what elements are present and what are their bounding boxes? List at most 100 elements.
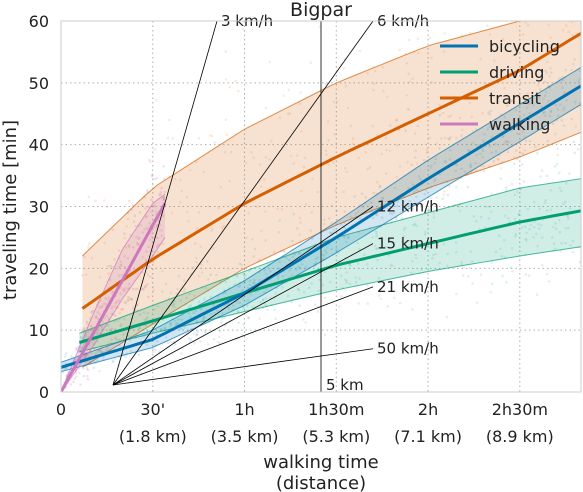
scatter-point-walking [143,228,146,231]
scatter-point-driving [393,186,397,190]
scatter-point-driving [291,274,294,277]
scatter-point-driving [497,234,501,237]
scatter-point-driving [454,241,458,244]
scatter-point-walking [114,336,117,340]
scatter-point-transit [113,304,117,308]
scatter-point-transit [324,149,328,153]
scatter-point-transit [252,156,255,159]
scatter-point-bicycling [395,204,399,208]
scatter-point-driving [558,230,562,234]
scatter-point-bicycling [370,201,373,204]
scatter-point-transit [119,286,123,290]
scatter-point-transit [468,6,471,9]
scatter-point-driving [99,350,103,353]
scatter-point-driving [296,287,300,291]
scatter-point-transit [442,50,446,53]
scatter-point-transit [182,371,185,375]
scatter-point-bicycling [209,312,213,316]
scatter-point-driving [442,242,446,246]
scatter-point-bicycling [221,312,224,315]
scatter-point-driving [407,280,410,284]
scatter-point-walking [155,176,159,180]
scatter-point-walking [158,193,161,196]
scatter-point-walking [154,212,158,216]
scatter-point-walking [90,311,93,314]
speed-line [112,243,374,386]
scatter-point-walking [151,174,154,178]
scatter-point-driving [295,268,298,272]
distance-5km-label: 5 km [326,376,364,394]
scatter-point-bicycling [524,139,528,143]
scatter-point-bicycling [444,160,448,164]
scatter-point-transit [260,185,263,188]
scatter-point-driving [415,224,418,228]
scatter-point-driving [404,206,407,210]
scatter-point-driving [568,207,572,210]
scatter-point-transit [258,163,262,166]
scatter-point-driving [384,246,388,249]
scatter-point-bicycling [363,253,366,256]
scatter-point-driving [524,238,527,241]
scatter-point-driving [573,151,577,155]
scatter-point-transit [559,7,562,10]
scatter-point-driving [489,290,493,294]
scatter-point-walking [162,199,166,202]
scatter-point-driving [356,241,359,245]
scatter-point-transit [216,340,220,344]
scatter-point-transit [244,161,248,165]
scatter-point-transit [436,243,440,247]
scatter-point-bicycling [521,152,525,155]
scatter-point-driving [520,163,524,166]
scatter-point-transit [565,0,568,1]
scatter-point-transit [425,151,429,155]
scatter-point-transit [276,207,279,211]
scatter-point-transit [195,256,198,260]
scatter-point-transit [332,161,335,165]
scatter-point-walking [113,258,116,261]
scatter-point-transit [379,297,383,301]
scatter-point-bicycling [337,237,341,241]
scatter-point-driving [528,227,531,231]
scatter-point-driving [505,280,508,284]
scatter-point-driving [553,165,557,168]
scatter-point-walking [137,236,141,239]
scatter-point-walking [86,368,90,372]
scatter-point-driving [261,299,265,302]
scatter-point-transit [224,78,228,81]
scatter-point-transit [202,170,205,174]
scatter-point-walking [122,288,125,292]
scatter-point-bicycling [506,150,510,154]
scatter-point-transit [199,245,202,248]
scatter-point-walking [101,304,104,308]
scatter-point-transit [257,258,261,262]
scatter-point-bicycling [98,350,101,353]
scatter-point-walking [109,264,112,268]
scatter-point-bicycling [92,366,96,370]
scatter-point-transit [330,204,334,207]
scatter-point-bicycling [180,352,183,355]
scatter-point-bicycling [492,160,496,163]
scatter-point-driving [169,291,173,295]
scatter-point-transit [224,118,228,122]
scatter-point-walking [132,287,135,291]
scatter-point-transit [169,324,172,328]
scatter-point-transit [277,230,281,234]
scatter-point-walking [136,241,139,245]
scatter-point-transit [179,201,182,204]
scatter-point-transit [198,274,201,278]
scatter-point-driving [328,280,332,284]
scatter-point-bicycling [430,164,433,167]
scatter-point-bicycling [562,108,565,112]
scatter-point-transit [327,163,331,167]
scatter-point-driving [500,254,504,258]
scatter-point-transit [125,225,128,228]
scatter-point-transit [522,179,526,183]
scatter-point-bicycling [508,121,511,124]
scatter-point-transit [109,438,112,441]
scatter-point-driving [348,264,352,267]
scatter-point-transit [287,112,290,115]
scatter-point-driving [564,241,567,245]
scatter-point-transit [442,193,446,196]
scatter-point-driving [389,263,393,267]
scatter-point-walking [156,236,159,240]
